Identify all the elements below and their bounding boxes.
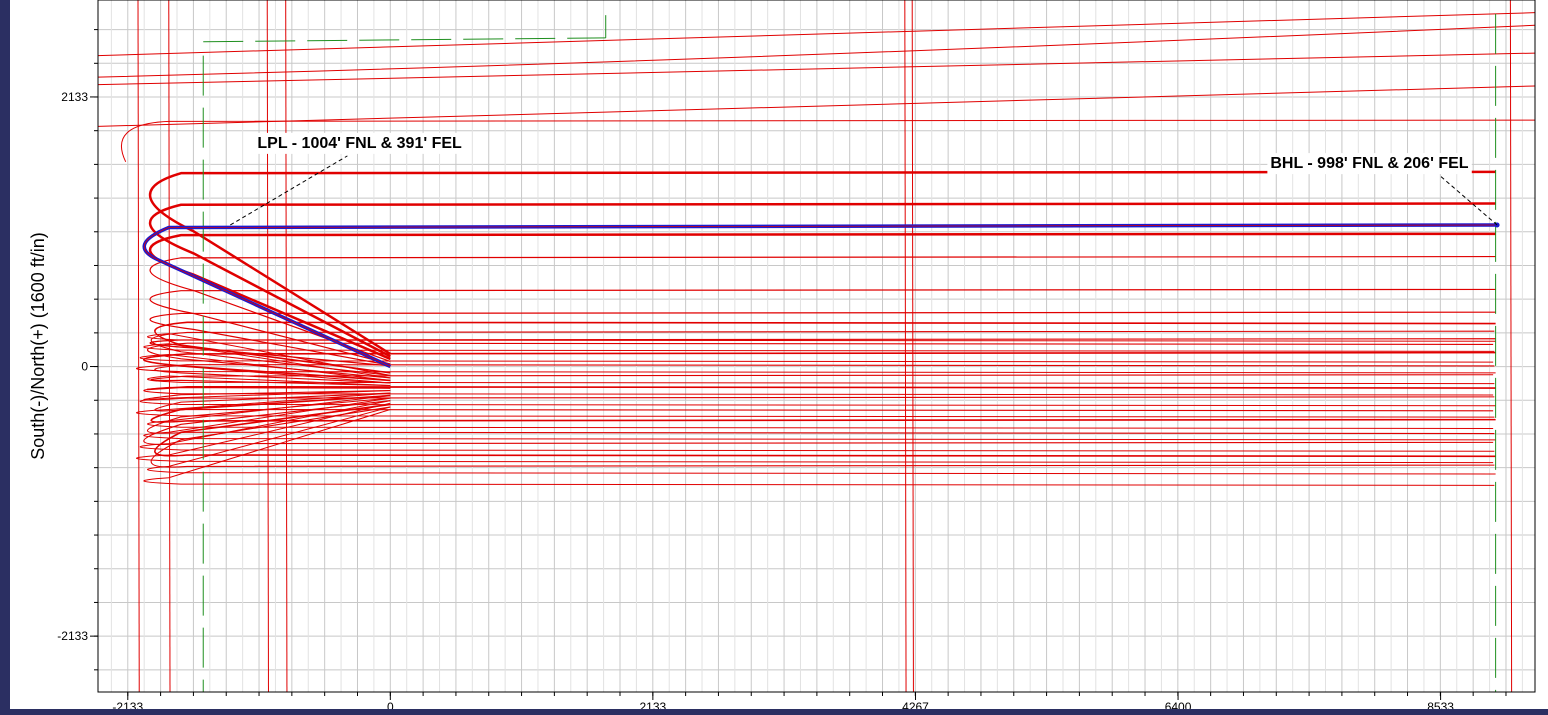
vertical-well: [285, 0, 288, 692]
annotation-box: [254, 132, 466, 154]
y-tick-label: 0: [81, 360, 88, 374]
offset-lateral: [150, 394, 1496, 423]
offset-lateral: [154, 403, 1496, 458]
north-lateral: [149, 338, 1496, 367]
upper-well: [98, 24, 1535, 78]
offset-lateral: [143, 351, 1496, 382]
y-axis-label: South(-)/North(+) (1600 ft/in): [28, 232, 48, 460]
upper-well: [121, 119, 1535, 163]
left-frame-bar: [0, 0, 10, 715]
bottom-frame-bar: [0, 709, 1548, 715]
planned-wellbore-highlight: [143, 224, 1498, 367]
offset-lateral: [143, 343, 1495, 379]
offset-lateral: [143, 397, 1496, 441]
offset-lateral: [154, 364, 1495, 384]
offset-lateral: [143, 400, 1494, 446]
y-tick-label: -2133: [57, 629, 88, 643]
x-tick-label: 0: [387, 700, 394, 714]
annotation-label: BHL - 998' FNL & 206' FEL: [1270, 155, 1468, 172]
offset-lateral: [136, 364, 1496, 384]
offset-lateral: [147, 342, 1494, 379]
offset-lateral: [136, 392, 1495, 418]
vertical-well: [911, 0, 914, 692]
offset-lateral: [146, 375, 1495, 386]
offset-lateral: [150, 374, 1494, 387]
lease-line: [203, 37, 606, 43]
offset-lateral: [150, 330, 1495, 376]
offset-lateral: [143, 390, 1495, 401]
north-lateral: [148, 202, 1496, 358]
grid: [98, 0, 1535, 692]
y-tick-label: 2133: [61, 90, 88, 104]
vertical-well: [266, 0, 269, 692]
offset-lateral: [150, 406, 1495, 468]
vertical-well: [1509, 0, 1513, 692]
north-lateral: [149, 255, 1496, 363]
north-lateral: [149, 288, 1496, 365]
vertical-well: [904, 0, 907, 692]
vertical-well: [168, 0, 171, 692]
vertical-well: [137, 0, 140, 692]
offset-lateral: [146, 385, 1496, 391]
annotation-leader: [230, 155, 348, 226]
north-lateral: [149, 311, 1496, 366]
annotation-box: [1267, 153, 1472, 175]
offset-lateral: [139, 390, 1496, 407]
offset-lateral: [139, 400, 1495, 452]
annotation-leader: [1440, 175, 1498, 226]
annotation-label: LPL - 1004' FNL & 391' FEL: [257, 135, 462, 152]
offset-lateral: [143, 409, 1495, 486]
